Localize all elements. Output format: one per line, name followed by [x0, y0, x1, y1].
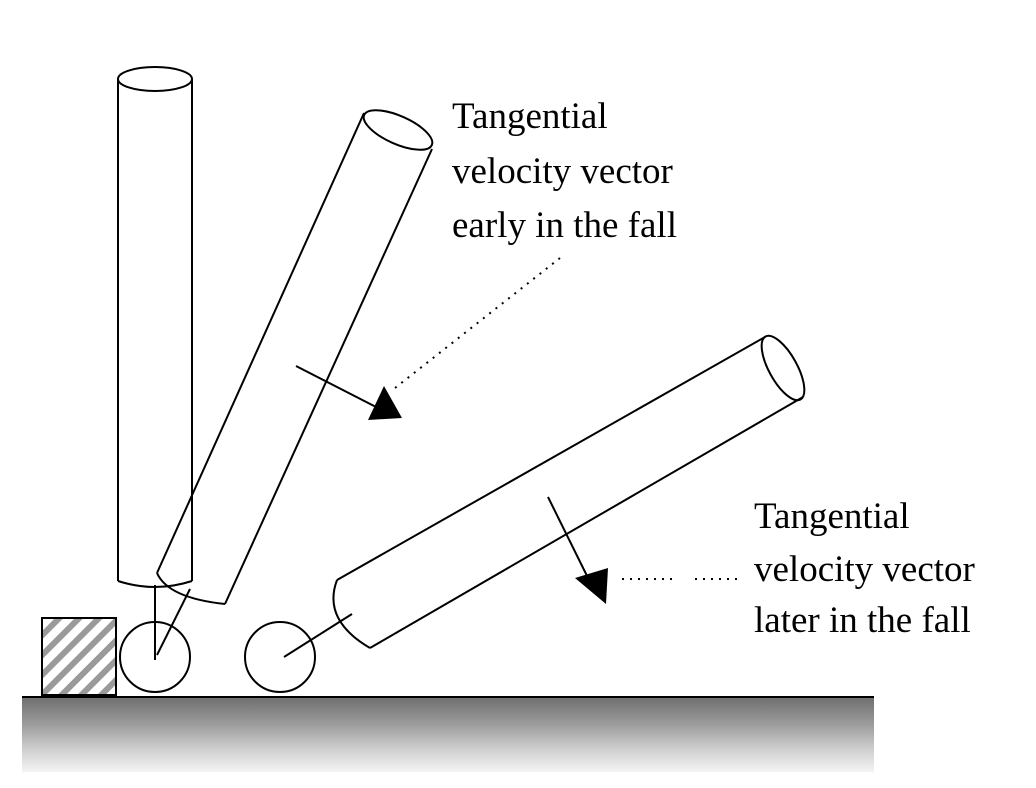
label-early-line-3: early in the fall: [452, 205, 677, 246]
ground: [22, 696, 874, 772]
label-late-line-1: Tangential: [754, 496, 910, 537]
velocity-vector-late: [547, 496, 608, 604]
label-early-line-1: Tangential: [452, 96, 608, 137]
stop-block: [41, 617, 117, 696]
rod-late-fall: [283, 334, 806, 658]
velocity-vector-early: [295, 365, 402, 420]
label-early-line-2: velocity vector: [452, 151, 673, 192]
pointer-early: [394, 257, 561, 389]
label-late-line-2: velocity vector: [754, 549, 975, 590]
label-late-line-3: later in the fall: [754, 600, 971, 641]
rod-early-fall: [156, 109, 434, 656]
pivot-circle-1: [119, 621, 191, 693]
pivot-circle-2: [244, 621, 316, 693]
rod-upright: [117, 66, 193, 660]
